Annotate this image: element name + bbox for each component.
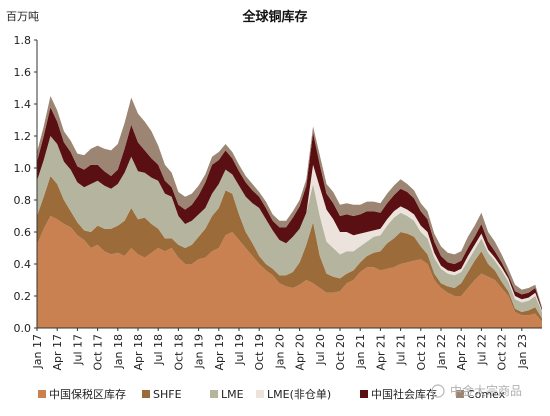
x-tick-label: Oct 21 bbox=[415, 334, 428, 371]
x-tick-label: Oct 20 bbox=[334, 334, 347, 371]
x-tick-label: Jul 18 bbox=[152, 334, 165, 366]
legend-label: 中国保税区库存 bbox=[49, 387, 126, 401]
x-tick-label: Apr 18 bbox=[132, 334, 145, 371]
watermark: 中金大宗商品 bbox=[431, 383, 522, 398]
y-tick-label: 1.4 bbox=[14, 98, 32, 111]
legend-swatch bbox=[142, 390, 150, 398]
x-tick-label: Jul 19 bbox=[233, 334, 246, 366]
legend: 中国保税区库存 SHFE LME LME(非仓单) 中国社会库存 Comex bbox=[38, 387, 506, 401]
legend-label: LME(非仓单) bbox=[267, 387, 331, 401]
x-tick-label: Apr 20 bbox=[294, 334, 307, 371]
area-series-0 bbox=[37, 216, 542, 328]
y-tick-label: 0.0 bbox=[14, 322, 32, 335]
y-tick-label: 1.6 bbox=[14, 66, 32, 79]
x-tick-label: Oct 22 bbox=[496, 334, 509, 371]
x-tick-label: Jan 23 bbox=[516, 334, 529, 369]
y-tick-label: 1.0 bbox=[14, 162, 32, 175]
x-tick-label: Jul 17 bbox=[71, 334, 84, 366]
area-series-1 bbox=[37, 176, 542, 322]
x-tick-label: Jan 20 bbox=[273, 334, 286, 369]
x-tick-label: Jan 22 bbox=[435, 334, 448, 369]
x-tick-label: Apr 22 bbox=[455, 334, 468, 371]
y-tick-label: 0.6 bbox=[14, 226, 32, 239]
legend-swatch bbox=[360, 390, 368, 398]
legend-swatch bbox=[38, 390, 46, 398]
y-tick-label: 0.8 bbox=[14, 194, 32, 207]
x-tick-label: Jan 17 bbox=[31, 334, 44, 369]
x-tick-label: Jan 21 bbox=[354, 334, 367, 369]
legend-swatch bbox=[256, 390, 264, 398]
chart-title: 全球铜库存 bbox=[241, 9, 307, 25]
x-tick-label: Jul 22 bbox=[475, 334, 488, 366]
legend-label: LME bbox=[221, 388, 244, 401]
y-tick-label: 1.8 bbox=[14, 34, 32, 47]
y-unit-label: 百万吨 bbox=[6, 10, 39, 23]
legend-label: Comex bbox=[467, 388, 506, 401]
legend-swatch bbox=[210, 390, 218, 398]
legend-label: SHFE bbox=[153, 388, 182, 401]
x-tick-label: Jan 19 bbox=[193, 334, 206, 369]
watermark-text: 中金大宗商品 bbox=[450, 383, 522, 398]
legend-swatch bbox=[456, 390, 464, 398]
x-tick-label: Oct 17 bbox=[92, 334, 105, 371]
wechat-icon bbox=[431, 384, 445, 398]
x-tick-label: Oct 18 bbox=[172, 334, 185, 371]
x-tick-label: Jan 18 bbox=[112, 334, 125, 369]
x-tick-label: Apr 19 bbox=[213, 334, 226, 371]
axes bbox=[36, 40, 542, 329]
y-tick-labels: 0.0 0.2 0.4 0.6 0.8 1.0 1.2 1.4 1.6 1.8 bbox=[14, 34, 37, 335]
y-tick-label: 0.2 bbox=[14, 290, 32, 303]
x-tick-label: Jul 21 bbox=[395, 334, 408, 366]
legend-label: 中国社会库存 bbox=[371, 387, 437, 401]
series-areas bbox=[37, 96, 542, 328]
x-tick-labels: Jan 17 Apr 17 Jul 17 Oct 17 Jan 18 Apr 18 Jul … bbox=[31, 328, 529, 371]
x-tick-label: Apr 21 bbox=[374, 334, 387, 371]
x-tick-label: Jul 20 bbox=[314, 334, 327, 366]
x-tick-label: Oct 19 bbox=[253, 334, 266, 371]
y-tick-label: 1.2 bbox=[14, 130, 32, 143]
x-tick-label: Apr 17 bbox=[51, 334, 64, 371]
y-tick-label: 0.4 bbox=[14, 258, 32, 271]
